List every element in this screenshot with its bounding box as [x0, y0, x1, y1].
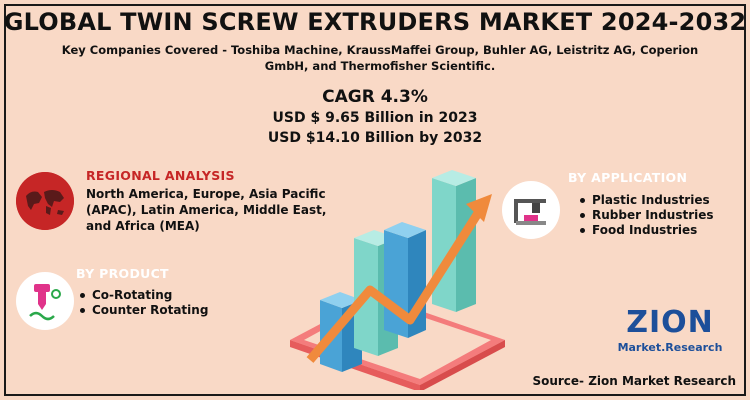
- market-value-2032: USD $14.10 Billion by 2032: [267, 130, 483, 146]
- regional-analysis-heading: REGIONAL ANALYSIS: [86, 168, 235, 183]
- list-item: Plastic Industries: [578, 193, 714, 208]
- application-list: Plastic Industries Rubber Industries Foo…: [578, 193, 714, 238]
- cagr-value: CAGR 4.3%: [322, 87, 428, 107]
- list-item: Food Industries: [578, 223, 714, 238]
- list-item: Co-Rotating: [78, 288, 208, 303]
- product-list: Co-Rotating Counter Rotating: [78, 288, 208, 318]
- 3d-printer-icon: [502, 181, 560, 239]
- by-application-heading: BY APPLICATION: [568, 170, 688, 185]
- by-product-heading: BY PRODUCT: [76, 266, 169, 281]
- list-item: Rubber Industries: [578, 208, 714, 223]
- key-companies-text: Key Companies Covered - Toshiba Machine,…: [61, 43, 699, 73]
- growth-arrow-icon: [290, 170, 505, 390]
- page-title: GLOBAL TWIN SCREW EXTRUDERS MARKET 2024-…: [3, 8, 747, 36]
- regional-analysis-text: North America, Europe, Asia Pacific (APA…: [86, 187, 327, 233]
- border-frame: [4, 4, 746, 396]
- zion-logo: ZION Market.Research: [610, 305, 730, 365]
- logo-subtext: Market.Research: [617, 341, 723, 354]
- logo-wordmark: ZION: [626, 305, 714, 340]
- extruder-icon: [16, 272, 74, 330]
- world-map-icon: [16, 172, 74, 230]
- market-value-2023: USD $ 9.65 Billion in 2023: [272, 110, 478, 126]
- list-item: Counter Rotating: [78, 303, 208, 318]
- source-credit: Source- Zion Market Research: [532, 374, 736, 388]
